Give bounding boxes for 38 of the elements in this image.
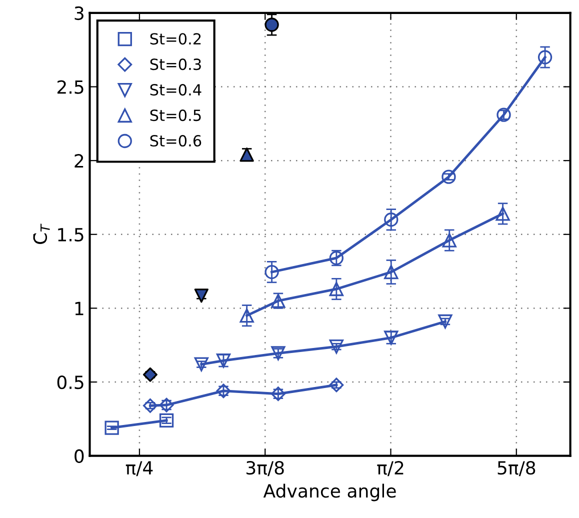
point xyxy=(143,398,158,413)
y-tick-label: 1.5 xyxy=(58,228,84,242)
legend-label: St=0.3 xyxy=(150,58,201,70)
x-tick-label: π/4 xyxy=(126,461,153,476)
point xyxy=(143,367,158,382)
y-axis-title: C̄$_{T}$ xyxy=(33,224,50,244)
point xyxy=(384,264,398,280)
point xyxy=(384,212,398,227)
point xyxy=(329,282,344,296)
y-tick-label: 2 xyxy=(74,154,84,168)
legend-label: St=0.2 xyxy=(150,33,201,45)
x-axis-title: Advance angle xyxy=(263,484,396,502)
point xyxy=(538,50,552,64)
legend-label: St=0.5 xyxy=(150,110,201,122)
x-tick-label: 3π/8 xyxy=(246,461,284,476)
legend-label: St=0.4 xyxy=(150,84,202,96)
point xyxy=(240,148,254,162)
y-tick-label: 0.5 xyxy=(57,375,84,390)
y-tick-label: 3 xyxy=(74,6,84,20)
point xyxy=(264,18,279,32)
point xyxy=(240,308,254,323)
point xyxy=(329,340,344,354)
point xyxy=(442,233,456,248)
point xyxy=(329,378,344,392)
y-tick-label: 0 xyxy=(74,449,84,463)
point xyxy=(159,413,174,428)
point xyxy=(194,357,208,372)
legend-label: St=0.6 xyxy=(150,135,202,147)
point xyxy=(264,264,279,280)
point xyxy=(194,288,208,303)
y-tick-label: 2.5 xyxy=(57,80,84,94)
point xyxy=(104,420,119,435)
y-tick-label: 1 xyxy=(75,302,84,316)
x-tick-label: 5π/8 xyxy=(498,461,536,476)
point xyxy=(438,314,452,329)
point xyxy=(442,170,456,184)
point xyxy=(496,206,510,221)
x-tick-label: π/2 xyxy=(377,461,404,476)
